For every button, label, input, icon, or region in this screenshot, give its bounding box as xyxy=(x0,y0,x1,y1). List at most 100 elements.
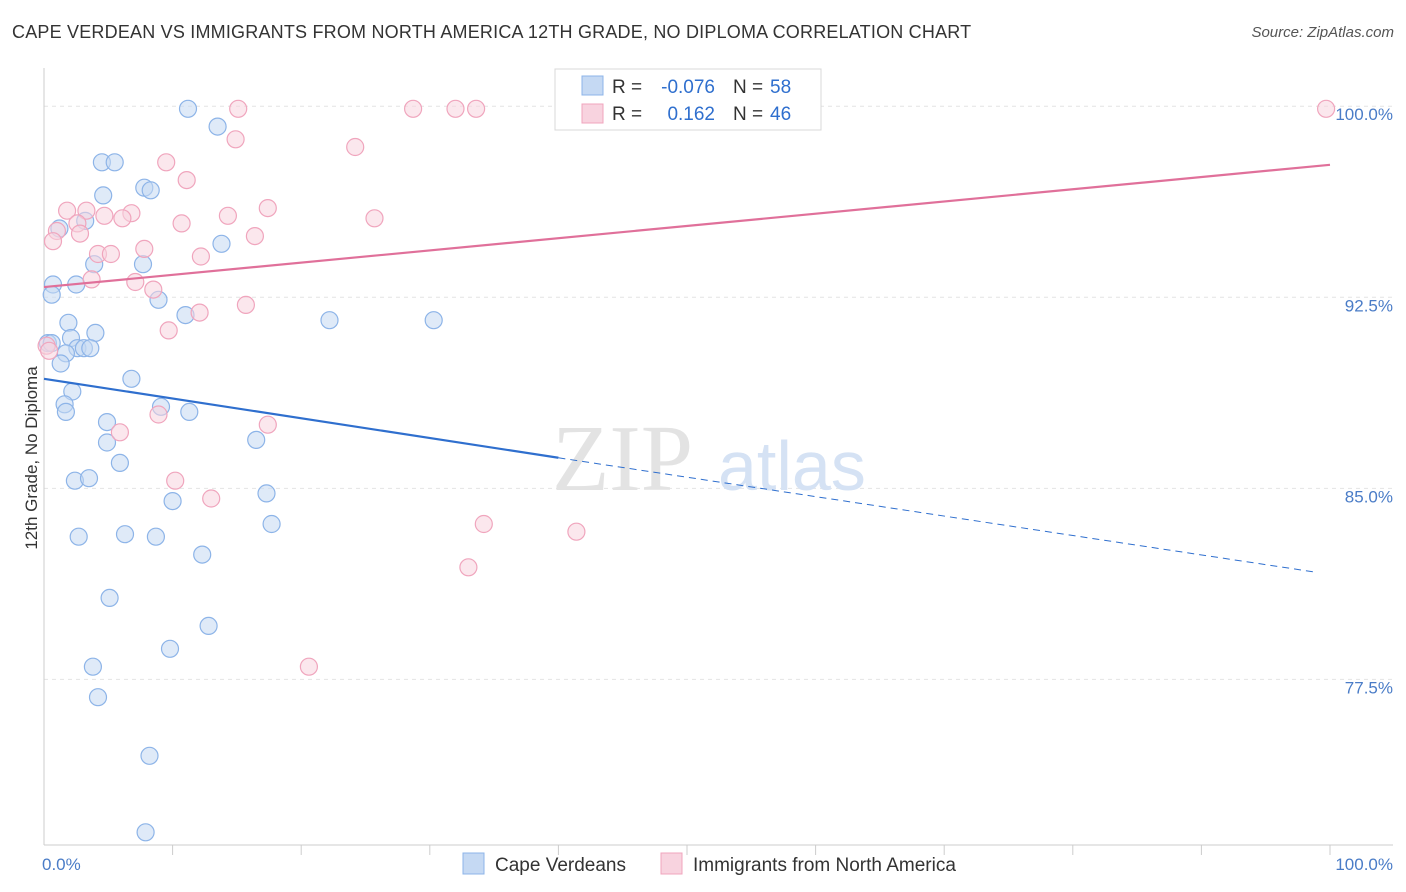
immigrant-point xyxy=(172,214,191,233)
cape-verdean-point xyxy=(56,402,76,421)
stats-legend: R = -0.076 N = 58 R = 0.162 N = 46 xyxy=(554,68,822,131)
cape-verdean-point xyxy=(94,186,113,205)
immigrant-point xyxy=(95,206,114,225)
immigrant-point xyxy=(166,471,185,490)
immigrant-point xyxy=(126,272,145,292)
trend-lines xyxy=(43,163,1331,573)
immigrant-point xyxy=(82,270,101,289)
cape-verdean-point xyxy=(81,339,100,358)
immigrant-point xyxy=(346,137,365,157)
watermark-zip: ZIP xyxy=(552,407,693,511)
y-tick-label: 77.5% xyxy=(1345,678,1393,697)
immigrant-point xyxy=(39,341,59,360)
cape-verdean-point xyxy=(163,492,182,511)
immigrant-point xyxy=(57,201,77,220)
immigrant-point xyxy=(110,423,130,442)
immigrant-point xyxy=(159,321,178,340)
legend-n-value-1: 58 xyxy=(770,77,791,98)
cape-verdean-point xyxy=(122,369,141,388)
cape-verdean-point xyxy=(193,545,212,564)
y-tick-label: 85.0% xyxy=(1345,487,1393,506)
immigrant-point xyxy=(474,514,493,534)
cape-verdean-point xyxy=(59,313,78,332)
cape-verdean-point xyxy=(110,453,130,472)
legend-n-label-2: N = xyxy=(733,104,763,125)
cape-verdean-point xyxy=(79,469,99,488)
cape-verdean-trend-extension xyxy=(558,457,1318,573)
cape-verdean-trend-line xyxy=(43,377,559,459)
cape-verdean-point xyxy=(133,255,153,274)
series-legend: Cape Verdeans Immigrants from North Amer… xyxy=(462,852,956,876)
cape-verdean-point xyxy=(320,311,339,330)
immigrant-point xyxy=(1316,99,1336,118)
immigrant-point xyxy=(144,280,163,299)
immigrant-point xyxy=(218,206,237,225)
cape-verdean-point xyxy=(42,285,61,304)
x-tick-label-left: 0.0% xyxy=(42,855,81,874)
immigrant-point xyxy=(229,99,248,118)
immigrant-point xyxy=(43,232,63,251)
immigrant-point xyxy=(299,657,318,676)
legend-n-label-1: N = xyxy=(733,77,763,98)
cape-verdean-point xyxy=(199,616,218,636)
tick-labels: 100.0% 92.5% 85.0% 77.5% 0.0% 100.0% xyxy=(42,105,1393,874)
cape-verdean-point xyxy=(160,639,180,658)
legend-swatch-immigrants xyxy=(581,103,604,124)
cape-verdean-point xyxy=(140,746,159,765)
immigrant-point xyxy=(258,199,277,218)
immigrant-point xyxy=(70,224,90,243)
immigrant-point xyxy=(245,227,264,246)
immigrant-point xyxy=(190,303,209,322)
cape-verdean-point xyxy=(208,117,227,136)
cape-verdean-point xyxy=(146,527,165,546)
grid-lines xyxy=(44,105,1393,680)
y-tick-label: 92.5% xyxy=(1345,296,1393,315)
cape-verdean-point xyxy=(247,430,266,449)
chart-source: Source: ZipAtlas.com xyxy=(1251,24,1394,41)
data-points xyxy=(37,99,1336,842)
cape-verdean-point xyxy=(86,323,105,342)
y-tick-label: 100.0% xyxy=(1335,105,1393,124)
bottom-legend-label-cape-verdeans: Cape Verdeans xyxy=(495,855,626,876)
immigrant-point xyxy=(365,209,384,228)
cape-verdean-point xyxy=(262,514,281,534)
immigrant-point xyxy=(113,209,132,228)
legend-r-label-1: R = xyxy=(612,77,642,98)
immigrant-point xyxy=(404,99,423,118)
immigrant-point xyxy=(567,522,586,541)
legend-r-value-1: -0.076 xyxy=(661,77,715,98)
immigrant-point xyxy=(135,239,154,258)
cape-verdean-point xyxy=(257,484,276,503)
cape-verdean-point xyxy=(180,402,199,421)
chart-title: CAPE VERDEAN VS IMMIGRANTS FROM NORTH AM… xyxy=(12,22,972,42)
immigrant-point xyxy=(177,171,196,190)
cape-verdean-point xyxy=(100,588,119,608)
watermark: ZIP atlas xyxy=(552,407,866,511)
cape-verdean-point xyxy=(141,181,160,200)
bottom-legend-swatch-cape-verdeans xyxy=(462,852,485,875)
legend-r-label-2: R = xyxy=(612,104,642,125)
cape-verdean-point xyxy=(69,527,88,546)
immigrant-point xyxy=(258,415,277,434)
immigrant-point xyxy=(226,130,245,149)
cape-verdean-point xyxy=(178,99,198,118)
immigrant-point xyxy=(77,201,96,220)
immigrant-point xyxy=(459,558,478,577)
cape-verdean-point xyxy=(424,311,443,330)
immigrant-point xyxy=(446,99,465,118)
immigrant-point xyxy=(236,295,255,314)
immigrant-point xyxy=(157,153,176,172)
y-axis-title: 12th Grade, No Diploma xyxy=(22,366,41,550)
legend-swatch-cape-verdeans xyxy=(581,75,604,96)
cape-verdean-point xyxy=(115,525,135,544)
x-tick-label-right: 100.0% xyxy=(1335,855,1393,874)
immigrant-point xyxy=(467,99,486,118)
axes xyxy=(43,68,1393,855)
legend-r-value-2: 0.162 xyxy=(667,104,715,125)
bottom-legend-swatch-immigrants xyxy=(660,852,683,875)
cape-verdean-point xyxy=(97,413,117,432)
cape-verdean-point xyxy=(83,657,103,676)
cape-verdean-point xyxy=(212,234,231,253)
legend-n-value-2: 46 xyxy=(770,104,791,125)
